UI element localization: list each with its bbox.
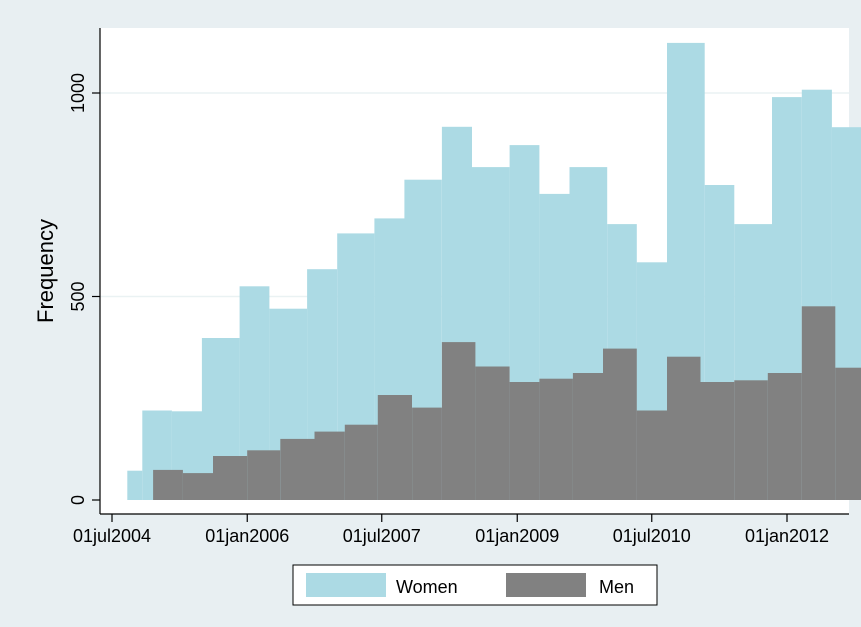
bar-men <box>667 356 701 500</box>
x-tick-label: 01jul2007 <box>343 526 421 546</box>
series-men-bars <box>153 306 861 500</box>
legend-label-men: Men <box>599 577 634 597</box>
x-tick-label: 01jul2004 <box>73 526 151 546</box>
y-tick-label: 500 <box>68 281 88 311</box>
bar-men <box>767 373 802 500</box>
bar-men <box>412 407 442 500</box>
bar-men <box>182 473 213 500</box>
y-tick-label: 0 <box>68 495 88 505</box>
bar-men <box>603 348 637 500</box>
bar-men <box>636 410 667 500</box>
bar-men <box>509 382 540 500</box>
bar-men <box>247 450 281 500</box>
legend-label-women: Women <box>396 577 458 597</box>
bar-women <box>127 470 143 500</box>
x-tick-label: 01jan2009 <box>475 526 559 546</box>
bar-men <box>344 424 378 500</box>
bar-men <box>734 380 768 500</box>
bar-men <box>153 469 183 500</box>
legend: Women Men <box>292 564 658 606</box>
bar-men <box>314 431 345 500</box>
bar-men <box>700 382 735 500</box>
bar-men <box>835 367 861 500</box>
y-axis: 0 500 1000 <box>68 28 101 514</box>
bar-men <box>280 438 315 500</box>
bar-men <box>539 378 573 500</box>
bar-men <box>377 395 412 500</box>
bar-men <box>475 366 510 500</box>
y-axis-title: Frequency <box>33 219 58 323</box>
y-tick-label: 1000 <box>68 73 88 113</box>
bar-men <box>801 306 836 500</box>
legend-swatch-men <box>506 573 586 597</box>
bar-men <box>213 456 248 500</box>
x-tick-label: 01jan2006 <box>205 526 289 546</box>
x-tick-label: 01jul2010 <box>613 526 691 546</box>
bar-men <box>441 342 476 500</box>
x-tick-label: 01jan2012 <box>745 526 829 546</box>
bar-men <box>572 373 603 500</box>
x-axis: 01jul2004 01jan2006 01jul2007 01jan2009 01ju… <box>73 513 849 546</box>
legend-swatch-women <box>306 573 386 597</box>
